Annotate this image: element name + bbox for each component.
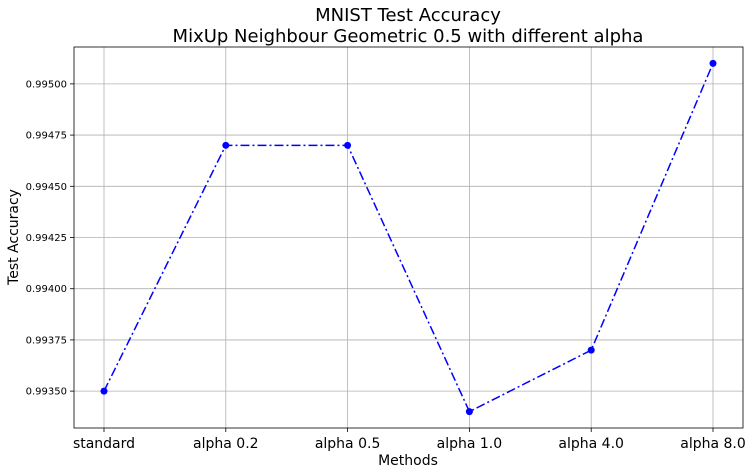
x-tick-label: alpha 8.0 <box>680 436 746 452</box>
y-tick-label: 0.99425 <box>26 233 67 244</box>
data-point <box>344 141 352 149</box>
y-tick-label: 0.99500 <box>26 79 67 90</box>
data-point <box>465 408 473 416</box>
chart-title-line1: MNIST Test Accuracy <box>315 5 501 26</box>
y-axis-label: Test Accuracy <box>6 189 22 286</box>
data-point <box>100 387 108 395</box>
series-line <box>103 63 714 413</box>
x-tick-label: alpha 1.0 <box>437 436 503 452</box>
ticks: standard alpha 0.2 alpha 0.5 alpha 1.0 alpha… <box>26 79 746 452</box>
data-point <box>587 346 595 354</box>
data-point <box>709 59 717 67</box>
x-axis-label: Methods <box>378 453 438 469</box>
data-point <box>222 141 230 149</box>
y-tick-label: 0.99375 <box>26 335 67 346</box>
x-tick-label: alpha 4.0 <box>558 436 624 452</box>
chart-title-line2: MixUp Neighbour Geometric 0.5 with diffe… <box>173 26 644 47</box>
series <box>100 59 717 416</box>
x-tick-label: standard <box>73 436 135 452</box>
grid <box>74 47 743 428</box>
y-tick-label: 0.99450 <box>26 182 67 193</box>
y-tick-label: 0.99350 <box>26 387 67 398</box>
y-tick-label: 0.99400 <box>26 284 67 295</box>
x-tick-label: alpha 0.2 <box>193 436 259 452</box>
plot-frame <box>73 46 744 429</box>
y-tick-label: 0.99475 <box>26 131 67 142</box>
x-tick-label: alpha 0.5 <box>315 436 381 452</box>
